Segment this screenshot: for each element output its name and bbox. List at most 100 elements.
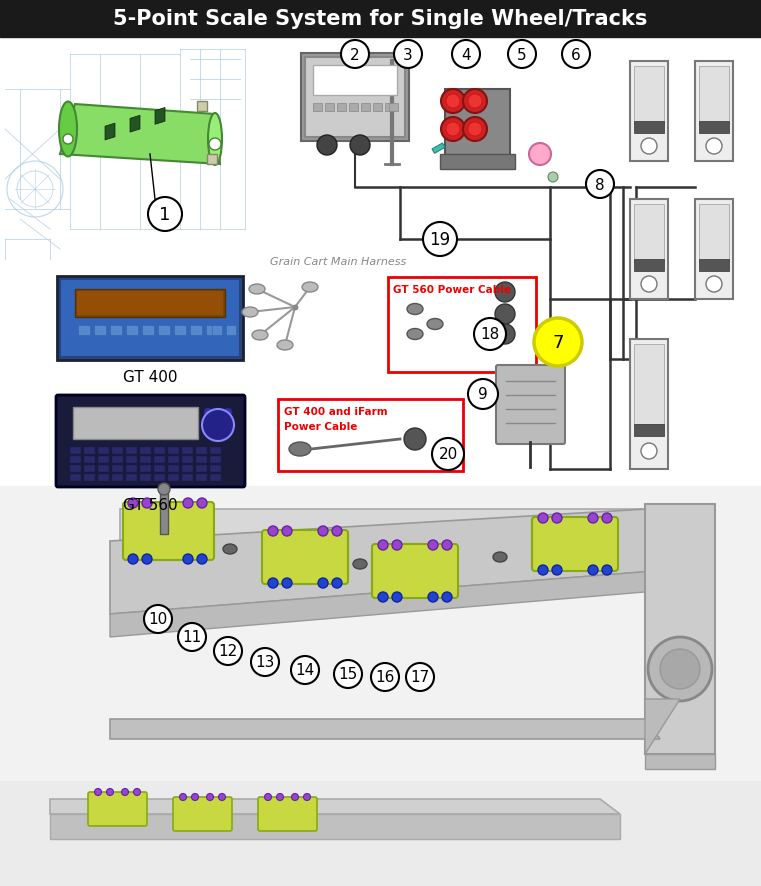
Bar: [207, 155, 217, 165]
Circle shape: [660, 649, 700, 689]
Text: 3: 3: [403, 48, 413, 62]
Bar: [190, 326, 202, 336]
Bar: [196, 475, 207, 481]
Circle shape: [378, 593, 388, 602]
Bar: [196, 465, 207, 472]
Circle shape: [218, 794, 225, 801]
Bar: [126, 447, 137, 455]
Bar: [699, 122, 729, 134]
Polygon shape: [645, 754, 715, 769]
Circle shape: [276, 794, 284, 801]
Bar: [389, 104, 398, 112]
Circle shape: [197, 555, 207, 564]
Circle shape: [63, 135, 73, 144]
Bar: [84, 465, 95, 472]
Circle shape: [204, 408, 212, 416]
Circle shape: [209, 139, 221, 151]
Bar: [77, 291, 223, 315]
Text: 13: 13: [255, 655, 275, 670]
Polygon shape: [105, 124, 115, 141]
Text: 16: 16: [375, 670, 395, 685]
Ellipse shape: [427, 319, 443, 330]
Circle shape: [142, 499, 152, 509]
Circle shape: [268, 526, 278, 536]
Circle shape: [538, 513, 548, 524]
Circle shape: [214, 408, 222, 416]
Bar: [73, 408, 198, 439]
Bar: [349, 104, 358, 112]
Bar: [196, 456, 207, 463]
Circle shape: [446, 95, 460, 109]
Circle shape: [268, 579, 278, 588]
Circle shape: [508, 41, 536, 69]
Bar: [630, 62, 668, 162]
Bar: [0, 0, 761, 38]
Polygon shape: [645, 699, 680, 754]
Circle shape: [180, 794, 186, 801]
Text: Power Cable: Power Cable: [284, 422, 358, 431]
FancyBboxPatch shape: [57, 276, 243, 361]
Circle shape: [202, 409, 234, 441]
Bar: [70, 447, 81, 455]
Bar: [70, 465, 81, 472]
Circle shape: [468, 123, 482, 136]
Text: GT 560: GT 560: [123, 498, 178, 513]
Circle shape: [442, 540, 452, 550]
Bar: [154, 456, 165, 463]
Bar: [84, 456, 95, 463]
Bar: [634, 424, 664, 437]
Circle shape: [317, 136, 337, 156]
Circle shape: [378, 540, 388, 550]
Bar: [325, 104, 334, 112]
Bar: [70, 456, 81, 463]
FancyBboxPatch shape: [372, 544, 458, 598]
Circle shape: [107, 789, 113, 796]
Ellipse shape: [223, 544, 237, 555]
FancyBboxPatch shape: [173, 797, 232, 831]
Text: 20: 20: [438, 447, 457, 462]
Ellipse shape: [353, 559, 367, 570]
Ellipse shape: [208, 114, 222, 166]
Circle shape: [334, 660, 362, 688]
Bar: [695, 62, 733, 162]
Bar: [140, 447, 151, 455]
Circle shape: [197, 499, 207, 509]
Text: 4: 4: [461, 48, 471, 62]
Circle shape: [441, 118, 465, 142]
Circle shape: [318, 526, 328, 536]
Polygon shape: [110, 570, 680, 637]
Circle shape: [588, 565, 598, 575]
FancyBboxPatch shape: [56, 395, 245, 487]
Bar: [168, 456, 179, 463]
Bar: [98, 447, 109, 455]
Circle shape: [214, 637, 242, 665]
Bar: [206, 326, 218, 336]
Bar: [112, 456, 123, 463]
Circle shape: [495, 283, 515, 303]
Circle shape: [552, 513, 562, 524]
FancyBboxPatch shape: [496, 366, 565, 445]
Bar: [112, 447, 123, 455]
Circle shape: [588, 513, 598, 524]
Circle shape: [94, 789, 101, 796]
Circle shape: [158, 484, 170, 495]
FancyBboxPatch shape: [305, 58, 405, 138]
Text: 9: 9: [478, 387, 488, 402]
Circle shape: [251, 649, 279, 676]
Circle shape: [133, 789, 141, 796]
Ellipse shape: [407, 329, 423, 340]
Bar: [142, 326, 154, 336]
Bar: [126, 326, 138, 336]
FancyBboxPatch shape: [60, 280, 240, 358]
Bar: [75, 290, 225, 318]
Circle shape: [291, 657, 319, 684]
Bar: [388, 277, 536, 373]
Circle shape: [282, 526, 292, 536]
Circle shape: [474, 319, 506, 351]
Bar: [78, 326, 90, 336]
FancyBboxPatch shape: [88, 792, 147, 826]
Circle shape: [529, 144, 551, 166]
Bar: [210, 447, 221, 455]
Circle shape: [428, 593, 438, 602]
Circle shape: [142, 555, 152, 564]
